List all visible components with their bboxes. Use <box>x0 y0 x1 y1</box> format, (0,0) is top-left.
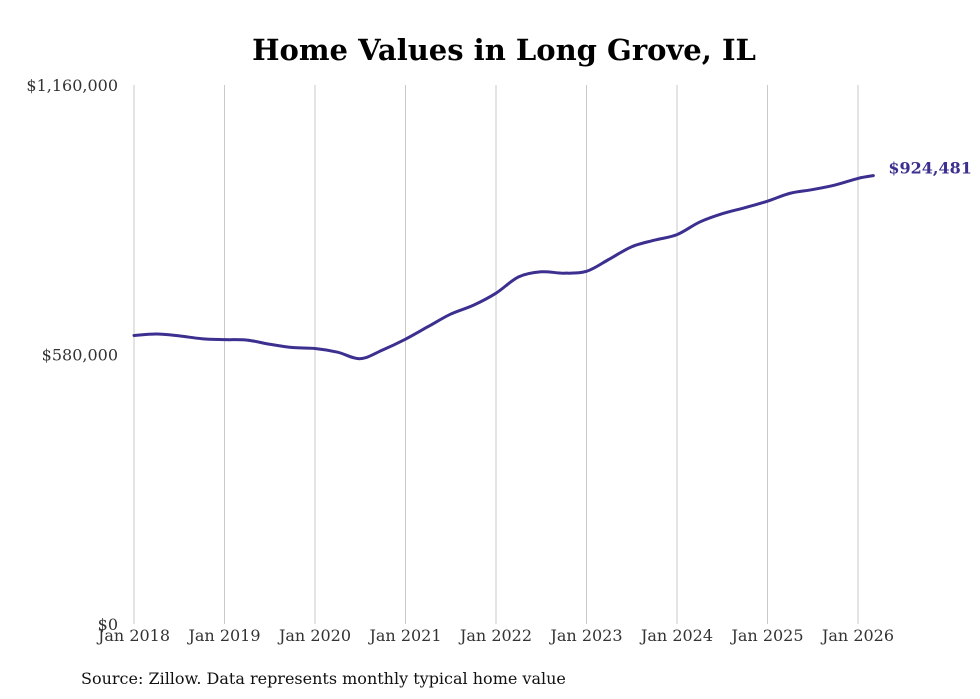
last-value-label: $924,481 <box>888 159 972 178</box>
x-tick-label: Jan 2022 <box>458 626 532 645</box>
gridlines <box>133 85 859 624</box>
series-line-0 <box>132 174 875 361</box>
x-tick-label: Jan 2019 <box>186 626 260 645</box>
source-note: Source: Zillow. Data represents monthly … <box>81 669 566 688</box>
y-axis-ticks: $0 $580,000 $1,160,000 <box>26 76 118 634</box>
x-tick-label: Jan 2020 <box>277 626 351 645</box>
x-tick-label: Jan 2024 <box>639 626 713 645</box>
y-tick-label: $1,160,000 <box>26 76 118 95</box>
x-axis-ticks: Jan 2018 Jan 2019 Jan 2020 Jan 2021 Jan 2022… <box>96 626 894 645</box>
y-tick-label: $0 <box>98 615 118 634</box>
x-tick-label: Jan 2018 <box>96 626 170 645</box>
x-tick-label: Jan 2021 <box>367 626 441 645</box>
x-tick-label: Jan 2023 <box>548 626 622 645</box>
x-tick-label: Jan 2025 <box>729 626 803 645</box>
y-tick-label: $580,000 <box>42 346 118 365</box>
series-layer <box>132 174 875 361</box>
x-tick-label: Jan 2026 <box>820 626 894 645</box>
chart-title: Home Values in Long Grove, IL <box>252 33 756 67</box>
